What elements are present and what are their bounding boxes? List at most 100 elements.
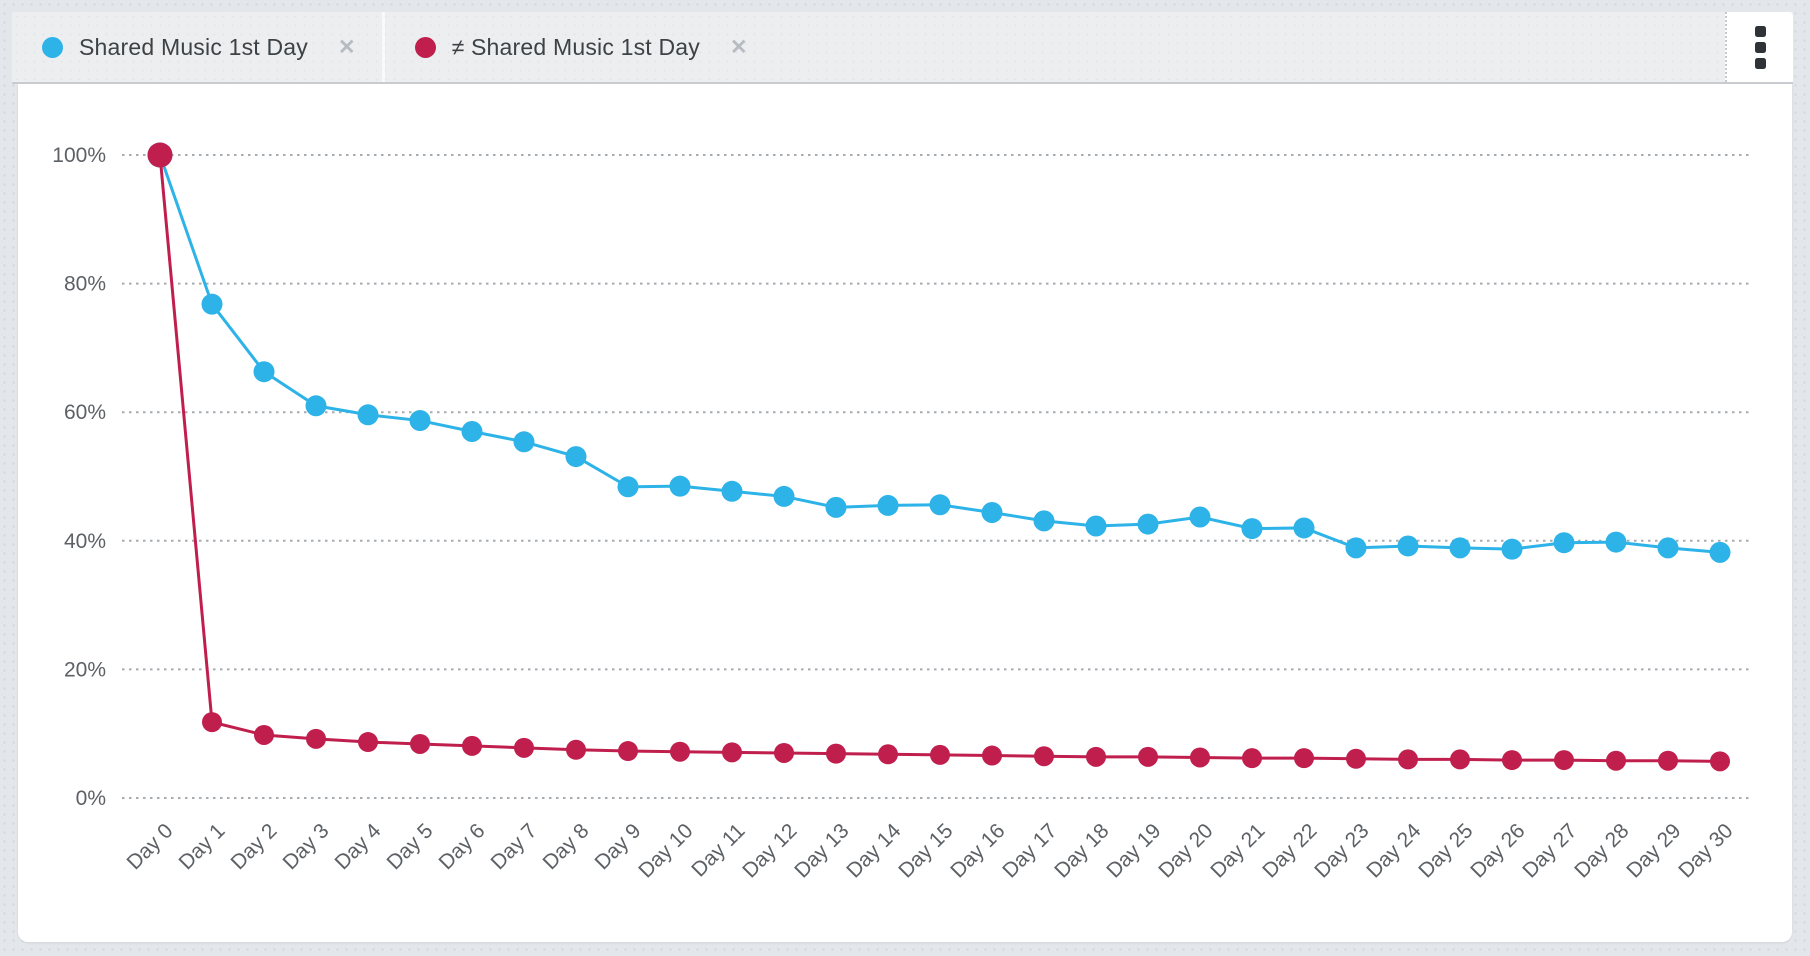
tab-not-shared-music-1st-day[interactable]: ≠ Shared Music 1st Day ✕ — [381, 12, 774, 82]
tab-shared-music-1st-day[interactable]: Shared Music 1st Day ✕ — [12, 12, 382, 82]
x-tick-label: Day 28 — [1570, 819, 1633, 882]
data-point[interactable] — [1502, 750, 1522, 771]
tab-bar-filler — [774, 12, 1725, 82]
x-tick-label: Day 2 — [226, 819, 281, 874]
data-point[interactable] — [1605, 531, 1627, 553]
x-tick-label: Day 13 — [790, 819, 853, 882]
data-point[interactable] — [1137, 513, 1159, 535]
data-point[interactable] — [566, 739, 586, 760]
data-point[interactable] — [1450, 749, 1470, 770]
data-point[interactable] — [825, 496, 847, 518]
data-point[interactable] — [1085, 515, 1107, 537]
retention-chart-card: 100% 80% 60% 40% 20% 0% Day 0 Day 1 Day 2 Day 3 Da… — [18, 84, 1792, 942]
data-point[interactable] — [774, 742, 794, 763]
y-tick-label: 20% — [64, 658, 106, 681]
data-point[interactable] — [147, 142, 173, 168]
data-point[interactable] — [1346, 748, 1366, 769]
kebab-menu-icon — [1754, 57, 1766, 69]
x-tick-label: Day 22 — [1258, 819, 1321, 882]
chart-options-button[interactable] — [1725, 12, 1793, 82]
kebab-menu-icon — [1754, 25, 1766, 37]
data-point[interactable] — [461, 420, 483, 442]
data-point[interactable] — [1034, 746, 1054, 767]
data-point[interactable] — [981, 502, 1003, 524]
data-point[interactable] — [722, 742, 742, 763]
x-tick-label: Day 19 — [1102, 819, 1165, 882]
y-tick-label: 40% — [64, 530, 106, 553]
data-point[interactable] — [1606, 750, 1626, 771]
x-tick-label: Day 8 — [538, 819, 593, 874]
data-point[interactable] — [617, 476, 639, 498]
data-point[interactable] — [305, 395, 327, 417]
data-point[interactable] — [357, 404, 379, 426]
data-point[interactable] — [306, 728, 326, 749]
data-point[interactable] — [1501, 538, 1523, 560]
close-icon[interactable]: ✕ — [730, 35, 748, 59]
data-point[interactable] — [513, 431, 535, 453]
x-tick-label: Day 7 — [486, 819, 541, 874]
data-point[interactable] — [254, 724, 274, 745]
data-point[interactable] — [1189, 506, 1211, 528]
x-tick-label: Day 12 — [738, 819, 801, 882]
data-point[interactable] — [1345, 537, 1367, 559]
data-point[interactable] — [462, 735, 482, 756]
x-tick-label: Day 20 — [1154, 819, 1217, 882]
data-point[interactable] — [201, 293, 223, 315]
x-tick-label: Day 5 — [382, 819, 437, 874]
data-point[interactable] — [1398, 749, 1418, 770]
data-point[interactable] — [982, 745, 1002, 766]
x-tick-label: Day 17 — [998, 819, 1061, 882]
data-point[interactable] — [877, 494, 899, 516]
data-point[interactable] — [1554, 750, 1574, 771]
tab-label: ≠ Shared Music 1st Day — [451, 33, 700, 60]
data-point[interactable] — [565, 446, 587, 468]
data-point[interactable] — [253, 361, 275, 383]
data-point[interactable] — [929, 494, 951, 516]
data-point[interactable] — [1293, 517, 1315, 539]
y-tick-label: 0% — [76, 787, 106, 810]
data-point[interactable] — [669, 475, 691, 497]
data-point[interactable] — [1190, 747, 1210, 768]
x-tick-label: Day 25 — [1414, 819, 1477, 882]
x-tick-label: Day 10 — [634, 819, 697, 882]
x-tick-label: Day 16 — [946, 819, 1009, 882]
data-point[interactable] — [1241, 518, 1263, 540]
data-point[interactable] — [1710, 751, 1730, 772]
close-icon[interactable]: ✕ — [337, 35, 356, 59]
x-tick-label: Day 4 — [330, 819, 385, 874]
data-point[interactable] — [1397, 535, 1419, 557]
data-point[interactable] — [773, 485, 795, 507]
data-point[interactable] — [410, 733, 430, 754]
data-point[interactable] — [826, 743, 846, 764]
data-point[interactable] — [1449, 537, 1471, 559]
data-point[interactable] — [878, 744, 898, 765]
x-tick-label: Day 11 — [687, 819, 749, 881]
cohort-tab-bar: Shared Music 1st Day ✕ ≠ Shared Music 1s… — [12, 12, 1793, 84]
x-tick-label: Day 6 — [434, 819, 489, 874]
x-tick-label: Day 26 — [1466, 819, 1529, 882]
data-point[interactable] — [514, 737, 534, 758]
data-point[interactable] — [618, 741, 638, 762]
data-point[interactable] — [1658, 750, 1678, 771]
series-line — [158, 154, 1721, 554]
y-tick-label: 100% — [52, 144, 106, 167]
data-point[interactable] — [930, 744, 950, 765]
x-tick-label: Day 0 — [122, 819, 177, 874]
data-point[interactable] — [1086, 746, 1106, 767]
x-tick-label: Day 27 — [1518, 819, 1581, 882]
data-point[interactable] — [1242, 748, 1262, 769]
data-point[interactable] — [202, 712, 222, 733]
data-point[interactable] — [409, 410, 431, 432]
data-point[interactable] — [1657, 537, 1679, 559]
data-point[interactable] — [670, 741, 690, 762]
data-point[interactable] — [721, 480, 743, 502]
x-tick-label: Day 18 — [1050, 819, 1113, 882]
data-point[interactable] — [1138, 746, 1158, 767]
x-tick-label: Day 1 — [174, 819, 229, 874]
data-point[interactable] — [358, 732, 378, 753]
data-point[interactable] — [1709, 541, 1731, 563]
data-point[interactable] — [1033, 510, 1055, 532]
data-point[interactable] — [1294, 748, 1314, 769]
kebab-menu-icon — [1754, 41, 1766, 53]
data-point[interactable] — [1553, 532, 1575, 554]
